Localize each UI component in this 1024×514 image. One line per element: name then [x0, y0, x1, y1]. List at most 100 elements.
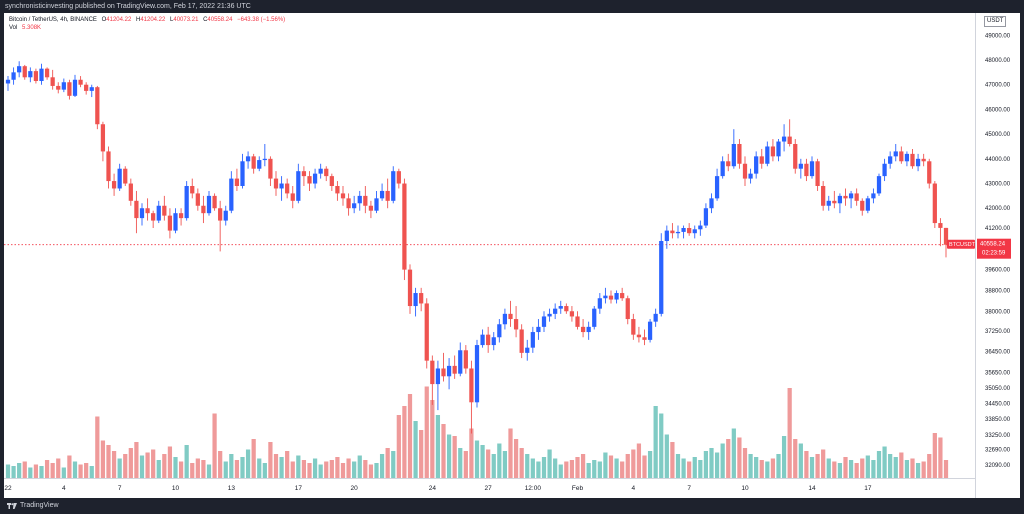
candle-body [447, 366, 451, 376]
candle-body [525, 348, 529, 353]
candle-body [157, 206, 161, 221]
y-tick-label: 46000.00 [985, 107, 1011, 113]
candle-body [603, 296, 607, 299]
candle-body [469, 368, 473, 402]
volume-bar [17, 463, 21, 478]
candle-body [598, 298, 602, 308]
volume-bar [374, 463, 378, 478]
volume-bar [916, 463, 920, 478]
volume-bar [386, 448, 390, 478]
volume-bar [313, 459, 317, 479]
x-tick-label: 12:00 [525, 485, 542, 492]
candle-body [134, 201, 138, 218]
candle-body [402, 184, 406, 270]
candle-body [592, 309, 596, 327]
legend-open-value: 41204.22 [106, 17, 131, 23]
candle-body [888, 156, 892, 163]
y-tick-label: 33850.00 [985, 417, 1011, 423]
candle-body [475, 345, 479, 402]
volume-bar [564, 462, 568, 479]
volume-bar [257, 459, 261, 479]
candle-body [458, 350, 462, 373]
candle-body [441, 368, 445, 376]
legend-symbol[interactable]: Bitcoin / TetherUS, 4h, BINANCE [9, 17, 97, 23]
candle-body [799, 164, 803, 169]
candle-body [106, 151, 110, 181]
volume-bar [698, 460, 702, 478]
candle-body [279, 184, 283, 189]
candle-body [296, 171, 300, 201]
volume-bar [145, 453, 149, 479]
candle-body [453, 366, 457, 374]
candle-body [190, 186, 194, 193]
volume-bar [676, 454, 680, 478]
volume-bar [938, 438, 942, 479]
volume-bar [737, 438, 741, 479]
x-tick-label: 14 [808, 485, 816, 492]
volume-bar [486, 450, 490, 479]
candle-body [927, 161, 931, 183]
y-tick-label: 36450.00 [985, 350, 1011, 356]
candle-body [430, 361, 434, 384]
volume-bar [899, 453, 903, 479]
price-axis-divider [975, 13, 976, 498]
candle-body [894, 151, 898, 156]
candle-body [464, 350, 468, 368]
volume-bar [469, 429, 473, 479]
volume-bar [268, 442, 272, 478]
candle-series [6, 61, 948, 433]
volume-bar [570, 460, 574, 478]
candle-body [28, 71, 32, 77]
candle-body [386, 191, 390, 201]
candle-body [123, 169, 127, 184]
volume-bar [670, 442, 674, 478]
volume-bar [732, 429, 736, 479]
currency-label[interactable]: USDT [984, 16, 1006, 27]
volume-bar [363, 460, 367, 478]
volume-bar [207, 465, 211, 479]
legend-volume-label[interactable]: Vol [9, 25, 17, 31]
candle-body [810, 161, 814, 176]
volume-bar [84, 463, 88, 478]
y-tick-label: 32090.00 [985, 463, 1011, 469]
volume-bar [162, 454, 166, 478]
volume-bar [419, 430, 423, 478]
candle-body [363, 196, 367, 206]
candle-body [855, 193, 859, 200]
volume-bar [173, 457, 177, 478]
candle-body [302, 171, 306, 176]
candle-body [492, 337, 496, 345]
volume-bar [492, 454, 496, 478]
volume-bar [157, 460, 161, 478]
candle-body [581, 327, 585, 332]
header-bar: synchronisticinvesting published on Trad… [0, 0, 1024, 13]
x-tick-label: 20 [351, 485, 359, 492]
volume-bar [335, 457, 339, 478]
volume-bar [614, 459, 618, 479]
volume-bar [302, 460, 306, 478]
candle-body [508, 314, 512, 319]
candle-body [218, 208, 222, 220]
volume-bar [196, 459, 200, 479]
volume-bar [520, 448, 524, 478]
volume-bar [369, 465, 373, 479]
candle-body [39, 69, 43, 81]
y-tick-label: 38000.00 [985, 309, 1011, 315]
footer-brand[interactable]: TradingView [20, 498, 59, 514]
candle-body [252, 156, 256, 168]
volume-bar [134, 442, 138, 478]
candle-body [709, 198, 713, 208]
candle-body [905, 154, 909, 161]
volume-bar [425, 387, 429, 479]
volume-bar [319, 465, 323, 479]
candle-body [397, 171, 401, 183]
volume-bar [765, 462, 769, 479]
volume-bar [743, 448, 747, 478]
legend-volume-row: Vol 5.308K [9, 24, 285, 32]
tradingview-logo-icon[interactable] [7, 502, 17, 510]
volume-bar [380, 454, 384, 478]
x-tick-label: 27 [485, 485, 493, 492]
candle-body [145, 208, 149, 213]
chart-plot[interactable]: 49000.00 48000.00 47000.00 46000.00 45000.00… [4, 13, 1020, 498]
volume-bar [408, 394, 412, 478]
